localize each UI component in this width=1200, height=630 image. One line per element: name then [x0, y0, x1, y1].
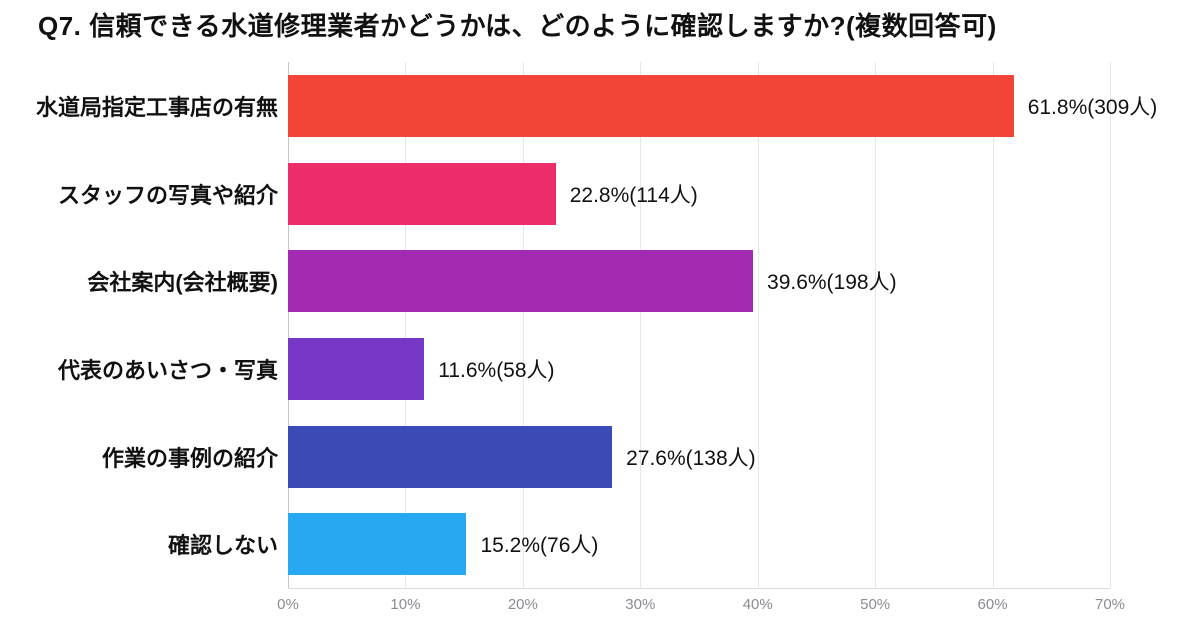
bar-track: 15.2%(76人) — [288, 500, 1110, 588]
value-label: 11.6%(58人) — [438, 358, 555, 382]
category-label: スタッフの写真や紹介 — [57, 182, 278, 208]
x-tick-label: 50% — [860, 596, 891, 613]
bar-row: 代表のあいさつ・写真 11.6%(58人) — [0, 325, 1200, 413]
x-tick-label: 70% — [1094, 596, 1126, 613]
bar-row: 確認しない 15.2%(76人) — [0, 500, 1200, 588]
bar-row: 作業の事例の紹介 27.6%(138人) — [0, 413, 1200, 501]
bar — [288, 337, 425, 400]
bar — [288, 74, 1014, 137]
gridline — [640, 62, 642, 588]
x-tick-label: 30% — [625, 596, 656, 613]
bar-track: 27.6%(138人) — [288, 413, 1110, 501]
bar-row: スタッフの写真や紹介 22.8%(114人) — [0, 150, 1200, 238]
x-tick-label: 0% — [277, 596, 299, 613]
bar — [288, 513, 467, 576]
gridline — [405, 62, 407, 588]
value-label: 22.8%(114人) — [569, 183, 698, 207]
gridline — [757, 62, 759, 588]
bar-row: 会社案内(会社概要) 39.6%(198人) — [0, 237, 1200, 325]
gridline — [1110, 62, 1111, 588]
gridline — [522, 62, 524, 588]
plot-area — [288, 62, 1111, 589]
gridline — [992, 62, 994, 588]
category-label: 代表のあいさつ・写真 — [57, 357, 278, 383]
value-label: 27.6%(138人) — [626, 446, 756, 470]
bar-track: 39.6%(198人) — [288, 237, 1110, 325]
gridline — [875, 62, 877, 588]
category-label: 作業の事例の紹介 — [101, 445, 278, 471]
bar-row: 水道局指定工事店の有無 61.8%(309人) — [0, 62, 1200, 150]
bar-track: 22.8%(114人) — [288, 150, 1110, 238]
x-tick-label: 10% — [390, 596, 421, 613]
x-tick-label: 20% — [507, 596, 538, 613]
value-label: 15.2%(76人) — [480, 534, 599, 558]
x-tick-label: 60% — [977, 596, 1008, 613]
bar — [288, 162, 556, 225]
bar-track: 11.6%(58人) — [288, 325, 1110, 413]
chart-rows: 水道局指定工事店の有無 61.8%(309人) スタッフの写真や紹介 22.8%(11… — [0, 62, 1200, 588]
category-label: 水道局指定工事店の有無 — [35, 94, 278, 120]
chart-title: Q7. 信頼できる水道修理業者かどうかは、どのように確認しますか?(複数回答可) — [38, 11, 997, 41]
bar — [288, 425, 613, 488]
bar-track: 61.8%(309人) — [288, 62, 1157, 150]
value-label: 61.8%(309人) — [1027, 95, 1158, 119]
y-axis-line — [288, 62, 289, 588]
category-label: 会社案内(会社概要) — [87, 270, 278, 296]
x-axis: 0% 10% 20% 30% 40% 50% 60% 70% — [277, 596, 1125, 618]
value-label: 39.6%(198人) — [767, 271, 897, 295]
category-label: 確認しない — [167, 533, 278, 559]
x-tick-label: 40% — [742, 596, 773, 613]
bar-chart: 水道局指定工事店の有無 61.8%(309人) スタッフの写真や紹介 22.8%(11… — [0, 62, 1200, 622]
bar — [288, 250, 754, 313]
